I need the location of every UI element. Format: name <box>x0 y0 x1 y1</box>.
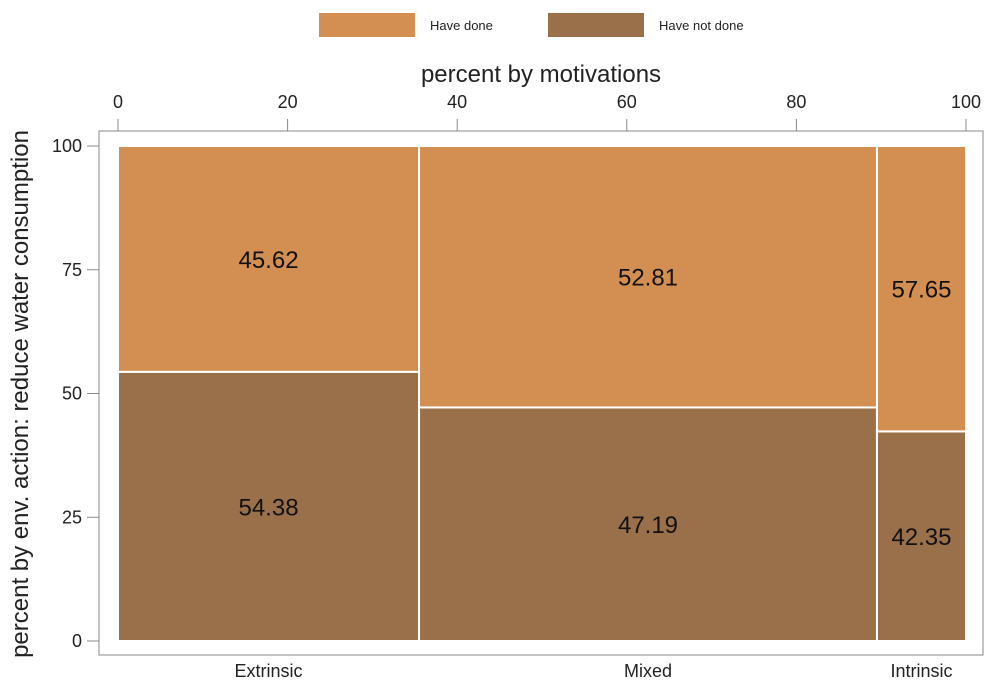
tile-have-done-extrinsic <box>117 145 421 373</box>
data-label-have-not-done: 54.38 <box>238 494 298 521</box>
category-label: Intrinsic <box>890 661 952 681</box>
legend-swatch <box>548 13 644 37</box>
data-label-have-not-done: 47.19 <box>618 512 678 539</box>
tile-have-not-done-mixed <box>418 406 878 642</box>
legend: Have done Have not done <box>319 13 744 37</box>
category-label: Extrinsic <box>235 661 303 681</box>
x-tick-label: 80 <box>786 92 806 112</box>
category-label: Mixed <box>624 661 672 681</box>
legend-label: Have not done <box>659 18 744 33</box>
data-label-have-done: 45.62 <box>238 247 298 274</box>
x-tick-label: 40 <box>447 92 467 112</box>
x-tick-label: 0 <box>113 92 123 112</box>
y-tick-label: 0 <box>72 631 82 651</box>
axes: 0 20 40 60 80 100 0 25 50 75 100 <box>52 92 981 651</box>
y-tick-label: 100 <box>52 136 82 156</box>
tile-have-not-done-intrinsic <box>875 430 968 642</box>
x-tick-label: 100 <box>951 92 981 112</box>
tile-have-done-mixed <box>418 145 878 409</box>
x-tick-label: 60 <box>617 92 637 112</box>
y-tick-label: 25 <box>62 507 82 527</box>
y-tick-label: 75 <box>62 260 82 280</box>
y-axis-title: percent by env. action: reduce water con… <box>7 130 34 658</box>
data-label-have-done: 57.65 <box>891 277 951 304</box>
y-tick-label: 50 <box>62 384 82 404</box>
tile-have-done-intrinsic <box>875 145 968 433</box>
legend-swatch <box>319 13 415 37</box>
data-label-have-not-done: 42.35 <box>891 524 951 551</box>
tile-have-not-done-extrinsic <box>117 370 421 642</box>
category-labels: Extrinsic Mixed Intrinsic <box>235 661 953 681</box>
legend-label: Have done <box>430 18 493 33</box>
x-tick-label: 20 <box>278 92 298 112</box>
mosaic-tiles: 45.62 54.38 52.81 47.19 57.65 42.35 <box>117 145 968 642</box>
data-label-have-done: 52.81 <box>618 265 678 292</box>
x-axis-title: percent by motivations <box>421 61 661 88</box>
